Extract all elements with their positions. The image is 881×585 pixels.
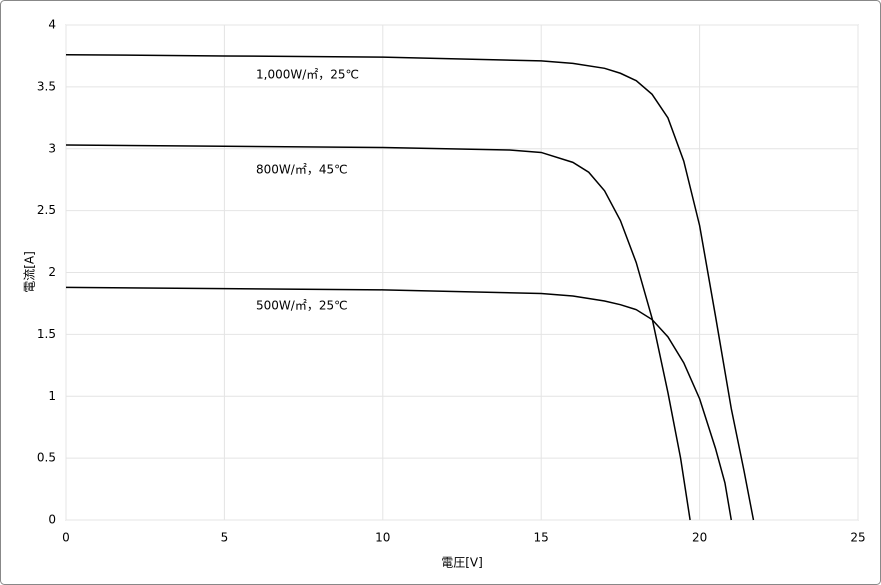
y-axis-label: 電流[A] xyxy=(23,251,37,293)
x-tick-label: 15 xyxy=(534,531,549,545)
x-tick-label: 0 xyxy=(62,531,70,545)
y-tick-label: 2.5 xyxy=(37,203,56,217)
curve xyxy=(65,144,691,521)
curve-label: 500W/㎡，25℃ xyxy=(256,299,348,313)
y-tick-label: 1.5 xyxy=(37,327,56,341)
y-tick-label: 2 xyxy=(48,265,56,279)
curve xyxy=(65,286,733,521)
curve xyxy=(65,53,755,521)
y-tick-label: 3.5 xyxy=(37,79,56,93)
y-tick-label: 3 xyxy=(48,141,56,155)
curve-label: 1,000W/㎡，25℃ xyxy=(256,68,359,82)
x-tick-label: 10 xyxy=(375,531,390,545)
y-tick-label: 4 xyxy=(48,18,56,32)
x-axis-label: 電圧[V] xyxy=(441,556,483,570)
y-tick-label: 0.5 xyxy=(37,451,56,465)
y-tick-label: 1 xyxy=(48,389,56,403)
curve-label: 800W/㎡，45℃ xyxy=(256,163,348,177)
y-tick-label: 0 xyxy=(48,513,56,527)
x-tick-label: 20 xyxy=(692,531,707,545)
x-tick-label: 5 xyxy=(221,531,229,545)
x-tick-label: 25 xyxy=(850,531,865,545)
